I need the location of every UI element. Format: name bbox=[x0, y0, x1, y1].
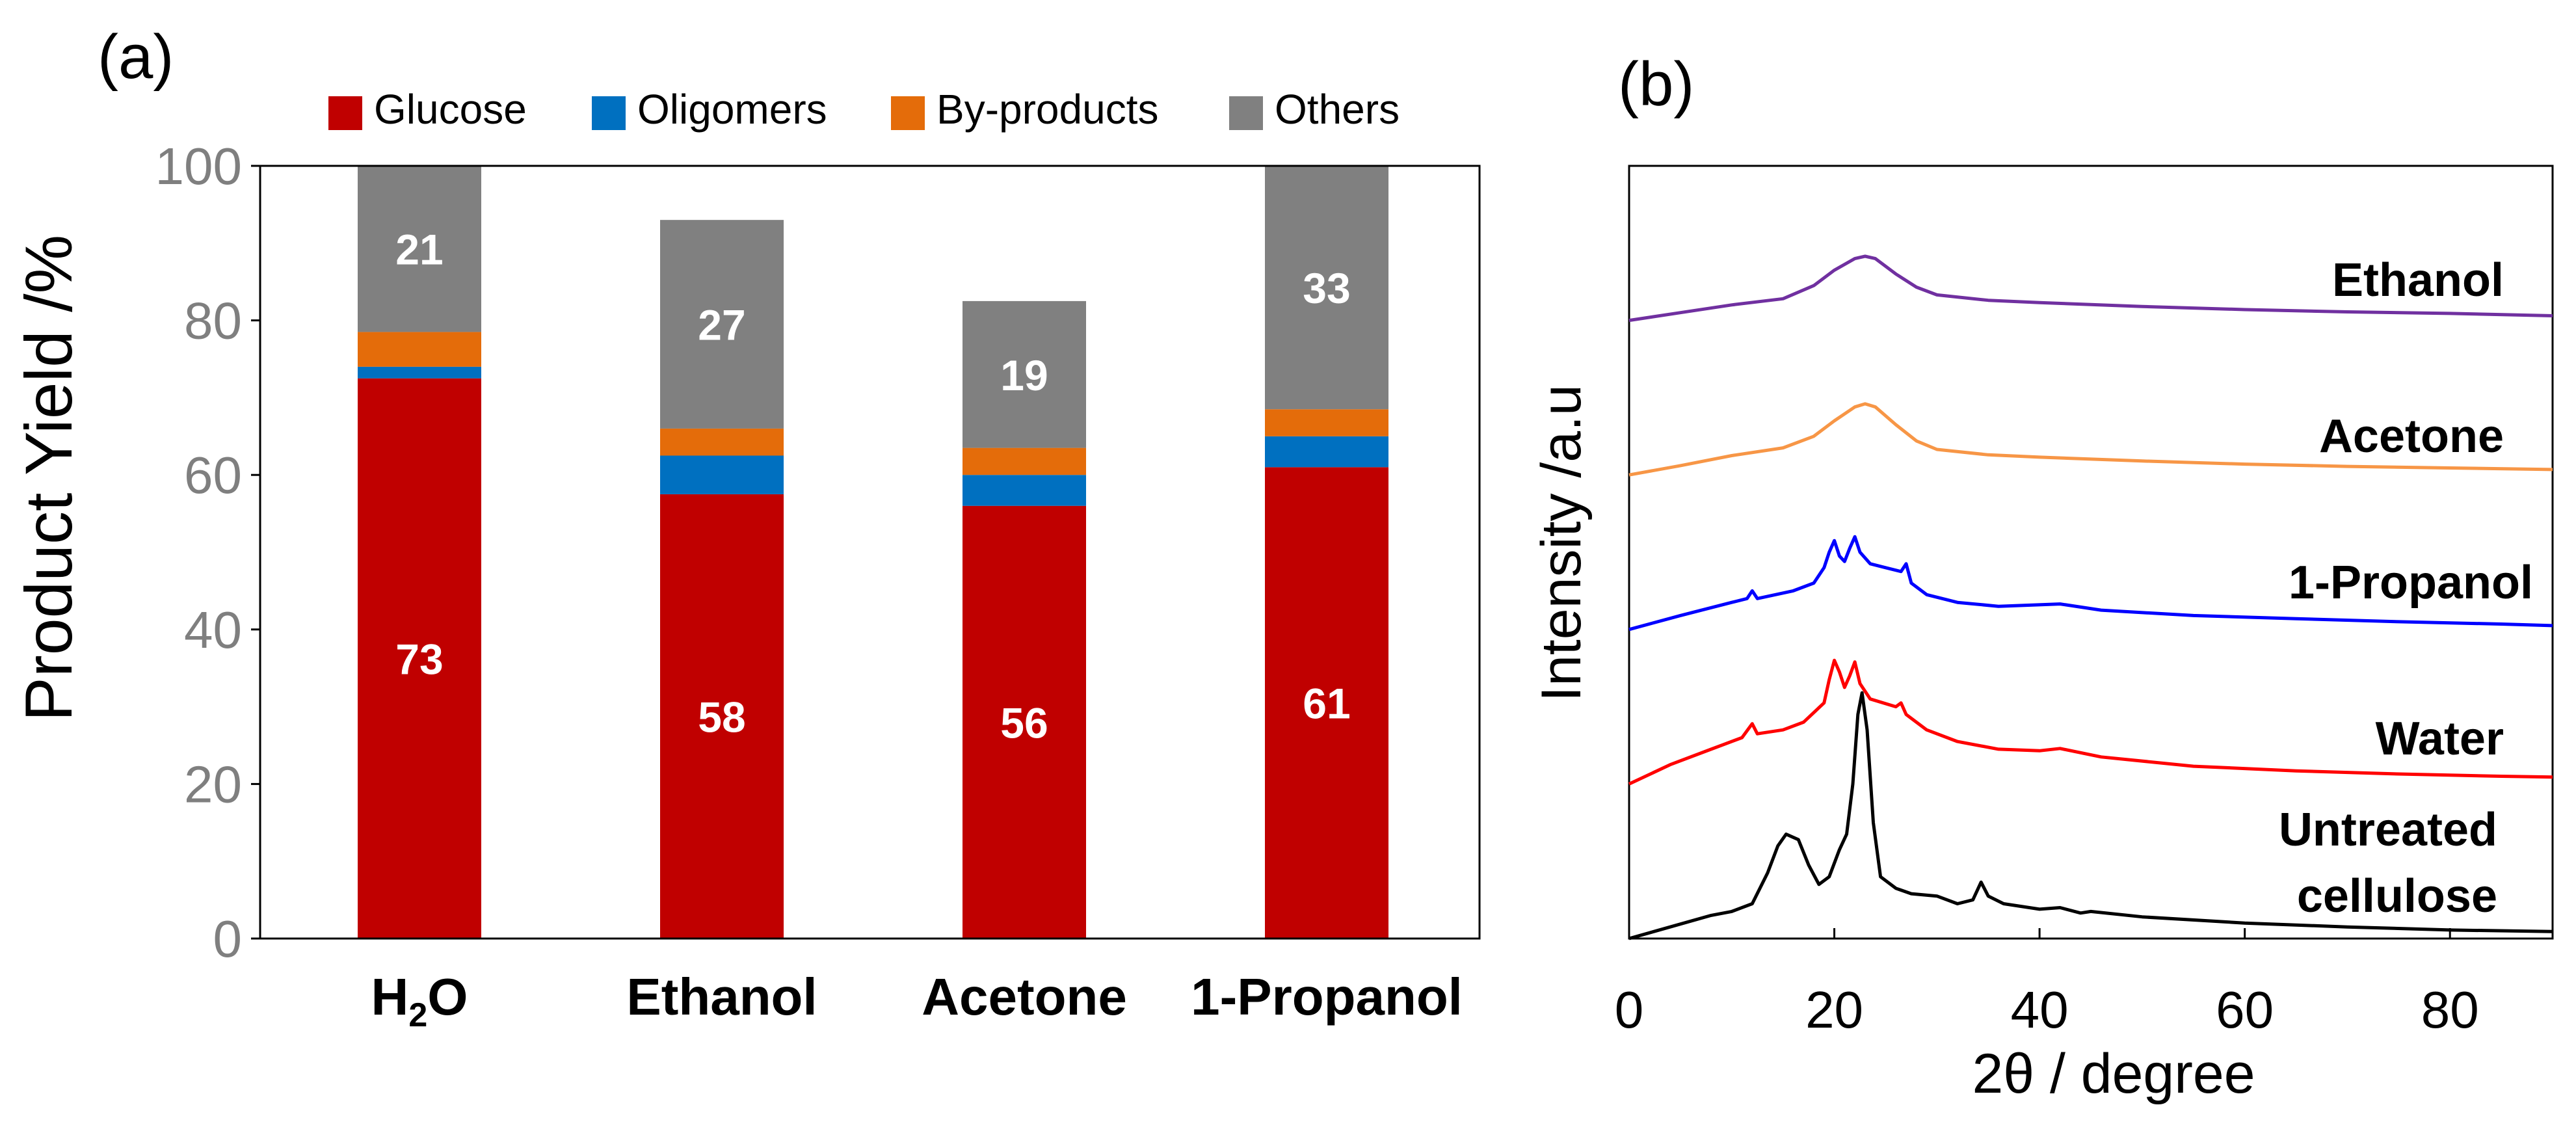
series-line-acetone bbox=[1628, 402, 2553, 477]
bar-glucose-1-propanol bbox=[1265, 467, 1388, 939]
series-labels-b: Ethanol Acetone 1-Propanol Water Untreated ce… bbox=[2279, 254, 2533, 922]
x-tick-label-subscript: 2 bbox=[408, 996, 427, 1034]
y-axis-label-a: Product Yield /% bbox=[12, 235, 86, 721]
series-label-1-propanol: 1-Propanol bbox=[2289, 557, 2533, 609]
x-tick-label-40: 40 bbox=[2011, 981, 2069, 1039]
panel-b-label: (b) bbox=[1618, 49, 1694, 119]
x-tick-label-0: 0 bbox=[1615, 981, 1644, 1039]
bar-by-products-acetone bbox=[963, 447, 1086, 475]
series-label-untreated-cellulose-line2: cellulose bbox=[2297, 870, 2497, 922]
legend-swatch-by-products bbox=[891, 96, 925, 130]
series-label-untreated-cellulose-line1: Untreated bbox=[2279, 804, 2497, 856]
bar-by-products-h2o bbox=[358, 332, 481, 367]
series-label-ethanol: Ethanol bbox=[2332, 254, 2504, 306]
y-tick-labels-a: 0 20 40 60 80 100 bbox=[155, 137, 260, 968]
x-tick-label-80: 80 bbox=[2421, 981, 2479, 1039]
y-tick-label-80: 80 bbox=[184, 292, 242, 350]
y-tick-label-40: 40 bbox=[184, 601, 242, 659]
data-label-others-1-propanol: 33 bbox=[1303, 264, 1350, 312]
bar-by-products-1-propanol bbox=[1265, 409, 1388, 436]
legend-label-glucose: Glucose bbox=[374, 86, 527, 133]
bar-oligomers-1-propanol bbox=[1265, 436, 1388, 468]
data-labels-a: 73 21 58 27 56 19 61 33 bbox=[395, 226, 1350, 747]
bar-glucose-ethanol bbox=[660, 494, 784, 939]
legend-label-oligomers: Oligomers bbox=[637, 86, 827, 133]
legend-swatch-others bbox=[1229, 96, 1263, 130]
series-label-water: Water bbox=[2376, 713, 2504, 765]
data-label-glucose-acetone: 56 bbox=[1000, 699, 1048, 747]
legend-label-others: Others bbox=[1275, 86, 1400, 133]
x-axis-label-b: 2θ / degree bbox=[1972, 1043, 2255, 1105]
series-lines-b bbox=[1628, 254, 2553, 940]
bar-others-h2o bbox=[358, 166, 481, 332]
bar-by-products-ethanol bbox=[660, 428, 784, 456]
x-tick-labels-a: H2O Ethanol Acetone 1-Propanol bbox=[371, 968, 1463, 1034]
data-label-others-h2o: 21 bbox=[395, 226, 443, 274]
axes-b bbox=[1628, 165, 2554, 940]
y-tick-label-60: 60 bbox=[184, 446, 242, 504]
x-tick-label-main: H bbox=[371, 968, 409, 1026]
legend-swatch-oligomers bbox=[592, 96, 626, 130]
panel-b-line-chart: (b) Ethanol Acetone 1-Propanol Water Untreat… bbox=[1530, 49, 2554, 1105]
x-tick-label-60: 60 bbox=[2216, 981, 2274, 1039]
x-tick-label-main: Ethanol bbox=[626, 968, 817, 1026]
x-tick-label-main: Acetone bbox=[922, 968, 1127, 1026]
bar-others-1-propanol bbox=[1265, 166, 1388, 410]
x-tick-labels-b: 0 20 40 60 80 bbox=[1615, 928, 2479, 1039]
y-tick-label-100: 100 bbox=[155, 137, 242, 195]
plot-frame-b bbox=[1628, 165, 2554, 940]
data-label-others-acetone: 19 bbox=[1000, 351, 1048, 399]
bar-oligomers-h2o bbox=[358, 366, 481, 379]
bar-oligomers-ethanol bbox=[660, 455, 784, 494]
data-label-others-ethanol: 27 bbox=[698, 301, 745, 349]
bar-glucose-h2o bbox=[358, 378, 481, 939]
series-label-acetone: Acetone bbox=[2319, 410, 2504, 462]
series-line-untreated-cellulose bbox=[1628, 691, 2553, 940]
data-label-glucose-1-propanol: 61 bbox=[1303, 680, 1350, 728]
bar-glucose-acetone bbox=[963, 505, 1086, 939]
x-tick-label-tail: O bbox=[427, 968, 468, 1026]
plot-frame-a bbox=[259, 165, 1481, 940]
legend-label-by-products: By-products bbox=[936, 86, 1158, 133]
data-label-glucose-ethanol: 58 bbox=[698, 693, 745, 741]
series-line-ethanol bbox=[1628, 254, 2553, 323]
legend-a: Glucose Oligomers By-products Others bbox=[328, 86, 1400, 133]
series-line-water bbox=[1628, 658, 2553, 786]
panel-a-bar-chart: (a) Glucose Oligomers By-products Others 73… bbox=[12, 22, 1481, 1034]
panel-a-label: (a) bbox=[98, 22, 174, 92]
bar-others-acetone bbox=[963, 300, 1086, 448]
y-tick-label-0: 0 bbox=[213, 910, 243, 968]
series-line-1-propanol bbox=[1628, 535, 2553, 632]
x-tick-label-main: 1-Propanol bbox=[1191, 968, 1463, 1026]
bar-oligomers-acetone bbox=[963, 475, 1086, 506]
x-tick-label-20: 20 bbox=[1805, 981, 1863, 1039]
data-label-glucose-h2o: 73 bbox=[395, 635, 443, 683]
x-tick-label-acetone: Acetone bbox=[922, 968, 1127, 1026]
x-tick-label-ethanol: Ethanol bbox=[626, 968, 817, 1026]
y-axis-label-b: Intensity /a.u bbox=[1530, 384, 1593, 702]
y-tick-label-20: 20 bbox=[184, 755, 242, 813]
legend-swatch-glucose bbox=[328, 96, 362, 130]
bar-others-ethanol bbox=[660, 220, 784, 429]
bars-a bbox=[358, 166, 1388, 939]
axes-a bbox=[259, 165, 1481, 940]
x-tick-label-h2o: H2O bbox=[371, 968, 468, 1034]
x-tick-label-1-propanol: 1-Propanol bbox=[1191, 968, 1463, 1026]
